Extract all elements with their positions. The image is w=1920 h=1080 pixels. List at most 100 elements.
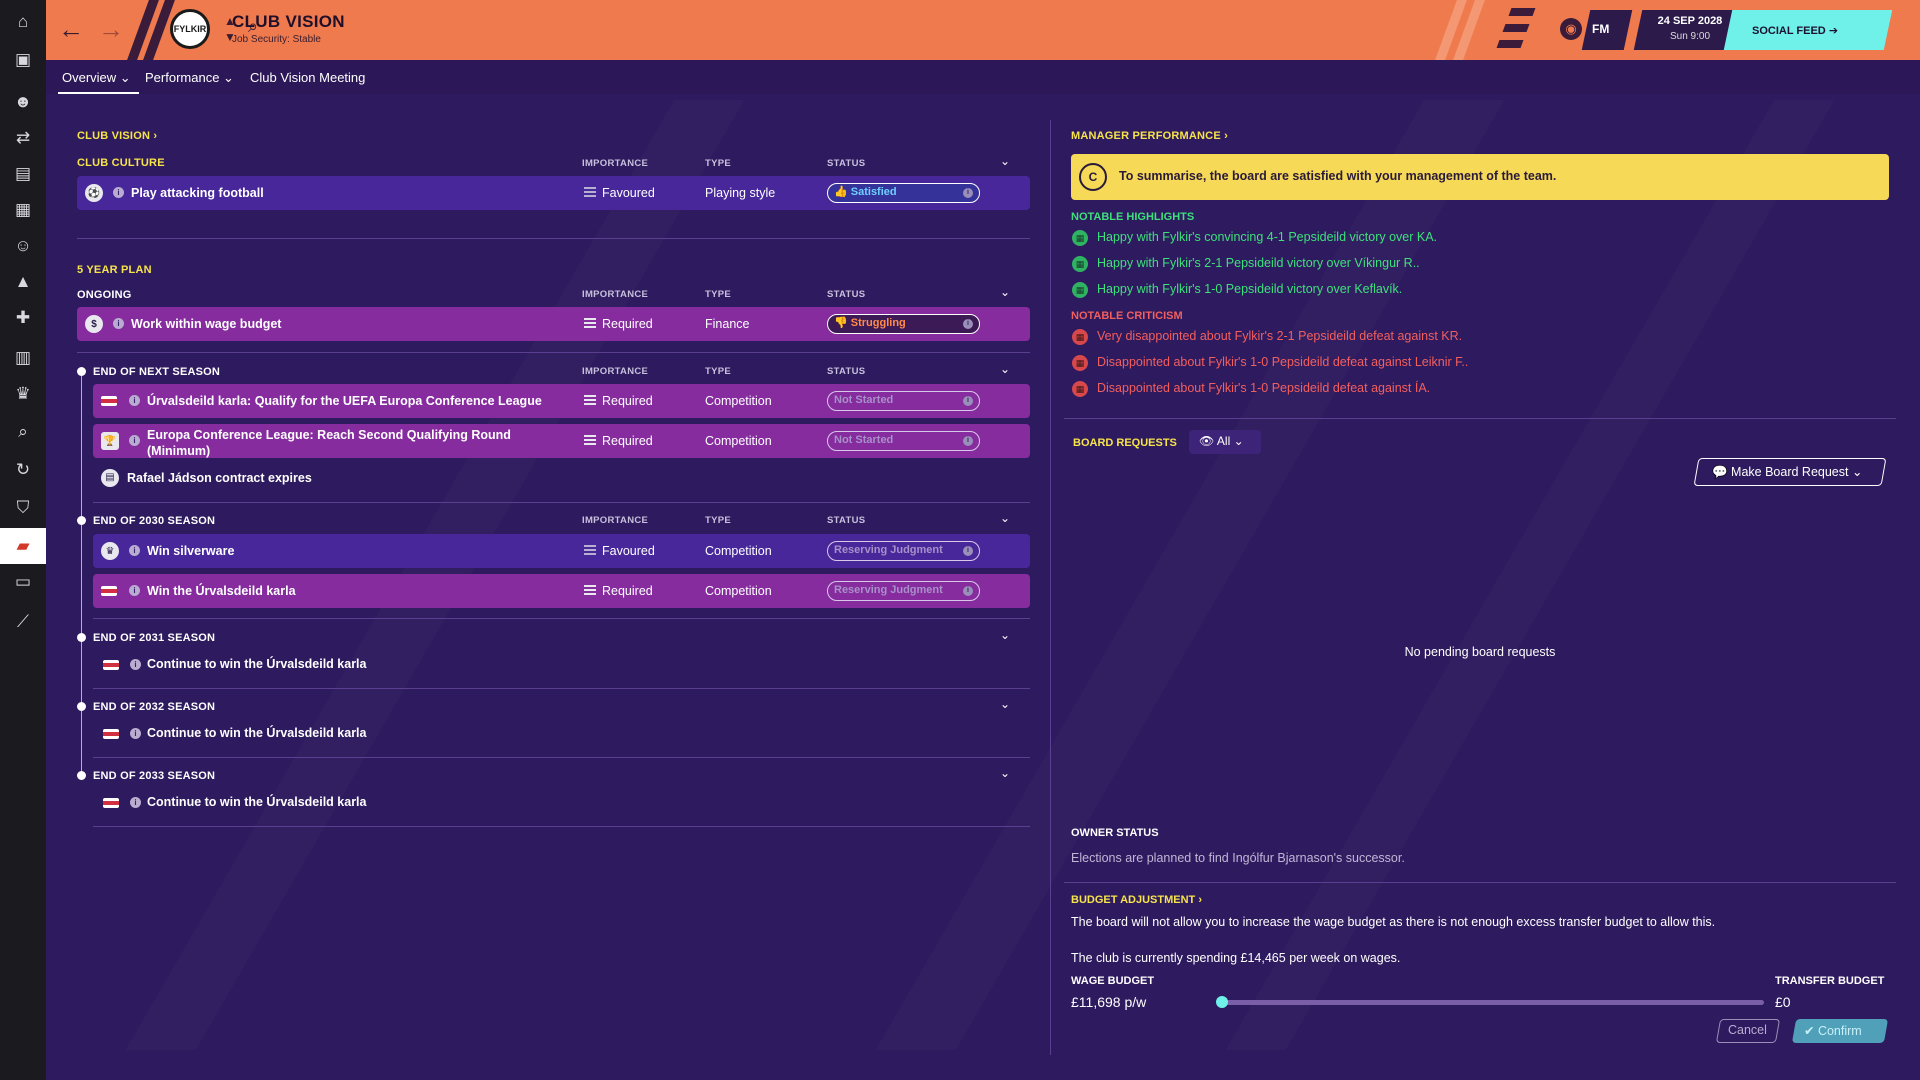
chevron-down-icon[interactable]: ⌄: [1000, 285, 1011, 299]
objective-label: Europa Conference League: Reach Second Q…: [147, 428, 511, 458]
importance-icon: [584, 187, 596, 199]
squad-icon[interactable]: ☻: [14, 92, 32, 111]
importance-icon: [584, 545, 596, 557]
info-icon[interactable]: i: [129, 585, 140, 596]
ongoing-row[interactable]: $ i Work within wage budget Required Fin…: [77, 307, 1030, 341]
club-info-icon[interactable]: ⛉: [16, 498, 30, 517]
objective-label: Win silverware: [147, 544, 235, 558]
medical-icon[interactable]: ✚: [15, 308, 31, 327]
requests-filter-dropdown[interactable]: 👁 All ⌄: [1189, 430, 1261, 454]
job-security-text: Job Security: Stable: [232, 34, 321, 45]
objective-row[interactable]: i Win the Úrvalsdeild karla Required Com…: [93, 574, 1030, 608]
make-board-request-label: 💬 Make Board Request ⌄: [1712, 465, 1863, 479]
transfers-icon[interactable]: ↻: [15, 460, 31, 479]
schedule-icon[interactable]: ▥: [14, 348, 32, 367]
calendar-icon: ▦: [1072, 230, 1088, 246]
reports-icon[interactable]: ▦: [14, 200, 32, 219]
info-icon[interactable]: i: [113, 187, 124, 198]
inbox-icon[interactable]: ▣: [14, 50, 32, 69]
objective-row[interactable]: 🏆 i Europa Conference League: Reach Seco…: [93, 424, 1030, 458]
objective-label: Win the Úrvalsdeild karla: [147, 584, 296, 598]
chevron-down-icon[interactable]: ⌄: [1000, 511, 1011, 525]
info-icon[interactable]: i: [130, 659, 141, 670]
importance-value: Required: [602, 317, 653, 331]
objective-label: Work within wage budget: [131, 317, 282, 331]
type-column-header: TYPE: [705, 515, 732, 526]
manager-performance-title[interactable]: MANAGER PERFORMANCE ›: [1071, 130, 1228, 142]
tab-performance[interactable]: Performance ⌄: [145, 70, 234, 85]
criticism-item: Disappointed about Fylkir's 1-0 Pepsidei…: [1097, 381, 1431, 395]
objective-row[interactable]: ♛ i Win silverware Favoured Competition …: [93, 534, 1030, 568]
iceland-flag-icon: [103, 798, 119, 808]
tab-club-vision-meeting[interactable]: Club Vision Meeting: [250, 70, 366, 85]
status-badge[interactable]: 👎 Struggling i: [827, 314, 980, 334]
info-icon[interactable]: i: [130, 728, 141, 739]
money-icon: $: [85, 315, 103, 333]
trophy-icon: ♛: [101, 542, 119, 560]
objective-label: Continue to win the Úrvalsdeild karla: [147, 657, 367, 671]
contract-note: Rafael Jádson contract expires: [127, 471, 312, 485]
divider: [1064, 418, 1896, 419]
current-date: 24 SEP 2028: [1657, 15, 1723, 27]
contract-icon: ▤: [101, 469, 119, 487]
season-2032-title: END OF 2032 SEASON: [93, 701, 216, 713]
divider: [93, 502, 1030, 503]
home-icon[interactable]: ⌂: [17, 12, 29, 31]
status-badge[interactable]: Reserving Judgment i: [827, 581, 980, 601]
scouting-icon[interactable]: ⌕: [18, 422, 28, 441]
board-requests-title: BOARD REQUESTS: [1073, 437, 1177, 449]
trophy-icon: 🏆: [101, 432, 119, 450]
finances-icon[interactable]: ▭: [14, 572, 32, 591]
club-up-icon[interactable]: ▲: [224, 14, 236, 28]
staff-icon[interactable]: ☺: [14, 236, 32, 255]
season-2030-title: END OF 2030 SEASON: [93, 515, 216, 527]
owner-status-text: Elections are planned to find Ingólfur B…: [1071, 851, 1405, 865]
info-icon[interactable]: i: [129, 395, 140, 406]
owner-status-title: OWNER STATUS: [1071, 827, 1159, 839]
status-badge[interactable]: Reserving Judgment i: [827, 541, 980, 561]
search-icon[interactable]: ⌕: [248, 16, 259, 36]
calendar-icon: ▦: [1072, 329, 1088, 345]
chevron-down-icon[interactable]: ⌄: [1000, 628, 1011, 642]
social-feed-label: SOCIAL FEED ➔: [1752, 25, 1839, 37]
info-icon[interactable]: i: [129, 545, 140, 556]
info-icon[interactable]: i: [113, 318, 124, 329]
club-vision-title[interactable]: CLUB VISION ›: [77, 130, 158, 142]
chevron-down-icon[interactable]: ⌄: [1000, 697, 1011, 711]
training-icon[interactable]: ▲: [14, 272, 32, 291]
info-icon[interactable]: i: [130, 797, 141, 808]
header-stripe: [1496, 40, 1524, 48]
data-icon[interactable]: ▤: [14, 164, 32, 183]
timeline-line: [81, 370, 82, 780]
status-badge[interactable]: 👍 Satisfied i: [827, 183, 980, 203]
chevron-down-icon[interactable]: ⌄: [1000, 362, 1011, 376]
status-badge[interactable]: Not Started i: [827, 431, 980, 451]
club-down-icon[interactable]: ▼: [224, 30, 236, 44]
world-icon[interactable]: ◉: [1560, 18, 1582, 40]
budget-slider-handle[interactable]: [1216, 996, 1228, 1008]
budget-adjustment-title[interactable]: BUDGET ADJUSTMENT ›: [1071, 894, 1202, 906]
club-vision-icon[interactable]: ▰: [0, 528, 46, 564]
info-icon[interactable]: i: [129, 435, 140, 446]
back-arrow-icon[interactable]: ←: [58, 14, 84, 44]
objective-row[interactable]: i Úrvalsdeild karla: Qualify for the UEF…: [93, 384, 1030, 418]
tactics-icon[interactable]: ⇄: [15, 128, 31, 147]
budget-slider[interactable]: [1222, 1000, 1764, 1005]
club-badge-icon[interactable]: FYLKIR: [170, 9, 210, 49]
season-2031-title: END OF 2031 SEASON: [93, 632, 216, 644]
tab-overview[interactable]: Overview ⌄: [58, 70, 139, 94]
info-icon: i: [963, 188, 973, 198]
criticism-title: NOTABLE CRITICISM: [1071, 310, 1183, 322]
objective-label: Continue to win the Úrvalsdeild karla: [147, 795, 367, 809]
forward-arrow-icon[interactable]: →: [98, 14, 124, 44]
status-badge[interactable]: Not Started i: [827, 391, 980, 411]
calendar-icon: ▦: [1072, 256, 1088, 272]
chevron-down-icon[interactable]: ⌄: [1000, 766, 1011, 780]
page-title: CLUB VISION: [232, 12, 345, 31]
importance-icon: [584, 585, 596, 597]
competitions-icon[interactable]: ♛: [15, 384, 31, 403]
dev-centre-icon[interactable]: ⟋: [17, 612, 29, 631]
chevron-down-icon[interactable]: ⌄: [1000, 154, 1011, 168]
club-culture-row[interactable]: ⚽ i Play attacking football Favoured Pla…: [77, 176, 1030, 210]
divider: [93, 826, 1030, 827]
